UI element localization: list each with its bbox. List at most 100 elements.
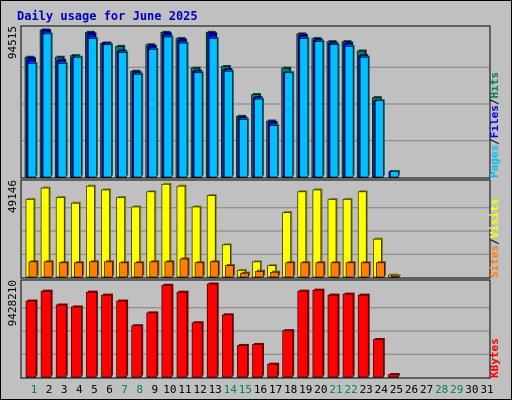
- day-label: 2: [46, 383, 53, 396]
- day-label: 27: [420, 383, 433, 396]
- panel-kbytes-max-label: 9428210: [6, 280, 19, 326]
- pages-bar: [239, 119, 248, 178]
- day-label: 17: [269, 383, 282, 396]
- sites-bar: [149, 261, 159, 278]
- kbytes-bar: [131, 325, 142, 378]
- sites-bar: [225, 265, 234, 278]
- day-label: 24: [375, 383, 389, 396]
- kbytes-bar: [40, 290, 52, 378]
- sites-bar: [360, 262, 370, 278]
- panel-legend: Pages/Files/Hits: [488, 72, 501, 178]
- day-label: 13: [209, 383, 222, 396]
- day-label: 22: [344, 383, 357, 396]
- panel-visits-sites: 49146 Sites/Visits: [6, 179, 501, 279]
- sites-bar: [375, 262, 385, 278]
- kbytes-bar: [342, 293, 354, 378]
- kbytes-bar: [176, 291, 188, 378]
- sites-bar: [104, 261, 113, 278]
- day-label: 11: [178, 383, 191, 396]
- kbytes-bar: [267, 363, 278, 378]
- kbytes-bar: [161, 284, 173, 378]
- pages-bar: [344, 46, 354, 178]
- sites-bar: [240, 272, 249, 278]
- sites-bar: [330, 262, 340, 278]
- pages-bar: [133, 74, 142, 178]
- pages-bar: [254, 98, 263, 178]
- kbytes-bar: [357, 294, 369, 378]
- day-label: 21: [329, 383, 342, 396]
- day-label: 19: [299, 383, 312, 396]
- kbytes-bar: [252, 344, 263, 378]
- kbytes-bar: [282, 330, 294, 378]
- day-label: 18: [284, 383, 297, 396]
- sites-bar: [164, 261, 174, 278]
- pages-bar: [42, 33, 52, 178]
- sites-bar: [255, 271, 264, 278]
- pages-bar: [178, 42, 188, 178]
- sites-bar: [134, 262, 143, 278]
- pages-bar: [299, 38, 309, 178]
- pages-bar: [118, 52, 127, 178]
- sites-bar: [89, 261, 98, 278]
- sites-bar: [58, 262, 68, 278]
- day-label: 1: [31, 383, 38, 396]
- kbytes-bar: [116, 300, 127, 378]
- pages-bar: [314, 41, 324, 178]
- pages-bar: [224, 70, 233, 178]
- kbytes-bar: [55, 304, 67, 378]
- legend-kbytes: KBytes: [488, 338, 501, 378]
- sites-bar: [209, 261, 219, 278]
- panel-legend: Sites/Visits: [488, 199, 501, 279]
- sites-bar: [119, 262, 128, 278]
- sites-bar: [74, 262, 83, 278]
- kbytes-bar: [25, 300, 37, 378]
- chart-title: Daily usage for June 2025: [17, 9, 198, 23]
- panel-kbytes: 9428210 KBytes: [6, 279, 501, 379]
- pages-bar: [193, 72, 203, 178]
- sites-bar: [194, 262, 204, 278]
- day-label: 25: [390, 383, 403, 396]
- legend-files: Files: [488, 105, 501, 138]
- pages-bar: [88, 38, 97, 178]
- panel-hits-files-pages: 94515 Pages/Files/Hits: [6, 25, 501, 179]
- sites-bar: [179, 258, 189, 278]
- sites-bar: [391, 275, 400, 278]
- kbytes-bar: [222, 314, 233, 378]
- legend-hits: Hits: [488, 72, 501, 99]
- kbytes-bar: [101, 294, 112, 378]
- sites-bar: [315, 262, 325, 278]
- kbytes-bar: [191, 322, 203, 378]
- kbytes-bar: [297, 290, 309, 378]
- x-axis-day-labels: 1 2 3 4 5 6 7 8 9 10 11 12 13 14 15 16 17 18 19 20 21 22 23 24 2…: [31, 383, 494, 396]
- day-label: 8: [136, 383, 143, 396]
- sites-bar: [270, 271, 279, 278]
- day-label: 20: [314, 383, 327, 396]
- pages-bar: [284, 72, 294, 178]
- sites-bar: [285, 262, 295, 278]
- day-label: 6: [106, 383, 113, 396]
- pages-bar: [374, 100, 384, 178]
- day-label: 15: [239, 383, 252, 396]
- legend-pages: Pages: [488, 145, 501, 178]
- pages-bar: [27, 63, 37, 178]
- day-label: 23: [360, 383, 373, 396]
- pages-bar: [103, 44, 112, 178]
- sites-bar: [300, 262, 310, 278]
- panel-hits-max-label: 94515: [6, 26, 19, 59]
- pages-bar: [359, 56, 369, 178]
- day-label: 28: [435, 383, 448, 396]
- day-label: 9: [151, 383, 158, 396]
- day-label: 12: [193, 383, 206, 396]
- day-label: 10: [163, 383, 176, 396]
- kbytes-bar: [71, 306, 82, 378]
- kbytes-bar: [312, 289, 324, 378]
- sites-bar-depth: [392, 274, 401, 276]
- kbytes-bar: [388, 374, 399, 378]
- panel-legend: KBytes: [488, 338, 501, 378]
- pages-bar: [390, 171, 399, 178]
- kbytes-bar: [372, 339, 384, 378]
- day-label: 16: [254, 383, 267, 396]
- kbytes-bar: [206, 283, 218, 378]
- day-label: 29: [450, 383, 463, 396]
